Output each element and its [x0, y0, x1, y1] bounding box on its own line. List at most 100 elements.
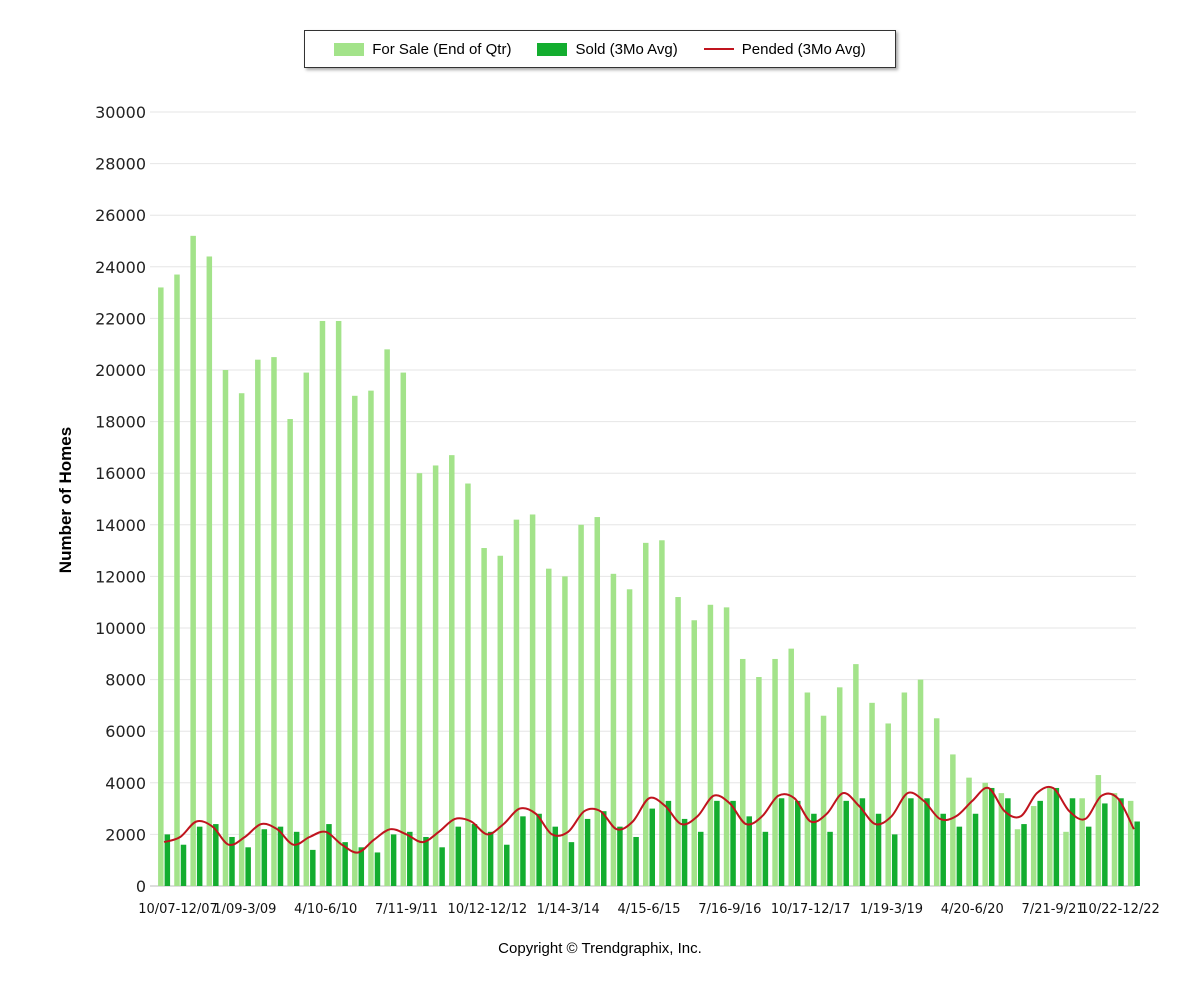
- for-sale-bar[interactable]: [998, 793, 1005, 886]
- for-sale-bar[interactable]: [756, 677, 762, 886]
- for-sale-bar[interactable]: [416, 473, 423, 886]
- sold-bar[interactable]: [471, 824, 478, 886]
- sold-bar[interactable]: [778, 798, 785, 886]
- sold-bar[interactable]: [730, 800, 736, 886]
- sold-bar[interactable]: [584, 818, 591, 886]
- sold-bar[interactable]: [310, 849, 316, 886]
- sold-bar[interactable]: [342, 842, 348, 886]
- for-sale-bar[interactable]: [885, 723, 891, 886]
- sold-bar[interactable]: [245, 847, 251, 886]
- sold-bar[interactable]: [1005, 798, 1011, 886]
- for-sale-bar[interactable]: [432, 465, 439, 886]
- for-sale-bar[interactable]: [546, 568, 552, 886]
- for-sale-bar[interactable]: [190, 235, 196, 887]
- sold-bar[interactable]: [568, 842, 575, 886]
- sold-bar[interactable]: [1053, 787, 1060, 886]
- for-sale-bar[interactable]: [739, 658, 746, 886]
- for-sale-bar[interactable]: [1111, 793, 1118, 886]
- for-sale-bar[interactable]: [271, 357, 277, 887]
- sold-bar[interactable]: [859, 798, 866, 886]
- sold-bar[interactable]: [633, 836, 639, 886]
- for-sale-bar[interactable]: [594, 517, 601, 886]
- sold-bar[interactable]: [891, 834, 898, 886]
- for-sale-bar[interactable]: [578, 524, 584, 886]
- sold-bar[interactable]: [423, 836, 429, 886]
- sold-bar[interactable]: [455, 826, 462, 886]
- sold-bar[interactable]: [407, 831, 413, 886]
- legend-item-pended[interactable]: Pended (3Mo Avg): [703, 41, 866, 58]
- for-sale-bar[interactable]: [319, 320, 326, 887]
- sold-bar[interactable]: [520, 816, 526, 886]
- sold-bar[interactable]: [843, 800, 849, 886]
- for-sale-bar[interactable]: [368, 390, 374, 886]
- for-sale-bar[interactable]: [659, 540, 665, 886]
- sold-bar[interactable]: [972, 813, 979, 886]
- sold-bar[interactable]: [213, 824, 219, 886]
- sold-bar[interactable]: [358, 847, 365, 886]
- for-sale-bar[interactable]: [691, 620, 697, 886]
- for-sale-bar[interactable]: [562, 576, 568, 886]
- for-sale-bar[interactable]: [529, 514, 536, 886]
- sold-bar[interactable]: [390, 834, 397, 886]
- sold-bar[interactable]: [1069, 798, 1076, 886]
- sold-bar[interactable]: [261, 829, 268, 886]
- for-sale-bar[interactable]: [643, 542, 649, 886]
- for-sale-bar[interactable]: [869, 702, 875, 886]
- for-sale-bar[interactable]: [966, 777, 972, 886]
- for-sale-bar[interactable]: [1095, 775, 1102, 886]
- for-sale-bar[interactable]: [352, 395, 358, 886]
- sold-bar[interactable]: [552, 826, 559, 886]
- for-sale-bar[interactable]: [707, 604, 714, 886]
- sold-bar[interactable]: [326, 824, 332, 886]
- for-sale-bar[interactable]: [206, 256, 213, 887]
- for-sale-bar[interactable]: [772, 658, 778, 886]
- for-sale-bar[interactable]: [513, 519, 520, 886]
- for-sale-bar[interactable]: [1079, 798, 1085, 886]
- for-sale-bar[interactable]: [465, 483, 471, 886]
- sold-bar[interactable]: [617, 826, 623, 886]
- for-sale-bar[interactable]: [238, 393, 245, 886]
- for-sale-bar[interactable]: [950, 754, 956, 886]
- sold-bar[interactable]: [536, 813, 542, 886]
- for-sale-bar[interactable]: [1047, 787, 1053, 886]
- sold-bar[interactable]: [487, 831, 494, 886]
- for-sale-bar[interactable]: [836, 687, 843, 886]
- sold-bar[interactable]: [1134, 821, 1140, 887]
- legend-item-for-sale[interactable]: For Sale (End of Qtr): [334, 41, 511, 58]
- sold-bar[interactable]: [277, 826, 284, 886]
- for-sale-bar[interactable]: [1030, 806, 1037, 886]
- sold-bar[interactable]: [1037, 800, 1043, 886]
- sold-bar[interactable]: [374, 852, 381, 886]
- sold-bar[interactable]: [762, 831, 769, 886]
- sold-bar[interactable]: [956, 826, 963, 886]
- pended-line[interactable]: [163, 785, 1135, 854]
- sold-bar[interactable]: [1118, 798, 1124, 886]
- sold-bar[interactable]: [988, 787, 995, 886]
- for-sale-bar[interactable]: [1063, 831, 1069, 886]
- sold-bar[interactable]: [827, 831, 833, 886]
- sold-bar[interactable]: [601, 811, 607, 886]
- for-sale-bar[interactable]: [901, 692, 908, 887]
- for-sale-bar[interactable]: [1127, 800, 1134, 886]
- for-sale-bar[interactable]: [610, 573, 617, 886]
- sold-bar[interactable]: [697, 831, 704, 886]
- sold-bar[interactable]: [649, 808, 656, 886]
- sold-bar[interactable]: [1021, 824, 1027, 886]
- sold-bar[interactable]: [164, 834, 171, 886]
- sold-bar[interactable]: [811, 813, 817, 886]
- for-sale-bar[interactable]: [335, 320, 342, 887]
- sold-bar[interactable]: [714, 800, 720, 886]
- for-sale-bar[interactable]: [788, 648, 794, 886]
- legend-item-sold[interactable]: Sold (3Mo Avg): [537, 41, 678, 58]
- sold-bar[interactable]: [746, 816, 752, 886]
- for-sale-bar[interactable]: [626, 589, 633, 886]
- for-sale-bar[interactable]: [723, 607, 730, 886]
- for-sale-bar[interactable]: [497, 555, 504, 886]
- for-sale-bar[interactable]: [287, 419, 293, 886]
- for-sale-bar[interactable]: [1014, 829, 1021, 886]
- sold-bar[interactable]: [180, 844, 187, 886]
- sold-bar[interactable]: [439, 847, 445, 886]
- for-sale-bar[interactable]: [820, 715, 827, 886]
- for-sale-bar[interactable]: [303, 372, 310, 887]
- for-sale-bar[interactable]: [481, 548, 487, 886]
